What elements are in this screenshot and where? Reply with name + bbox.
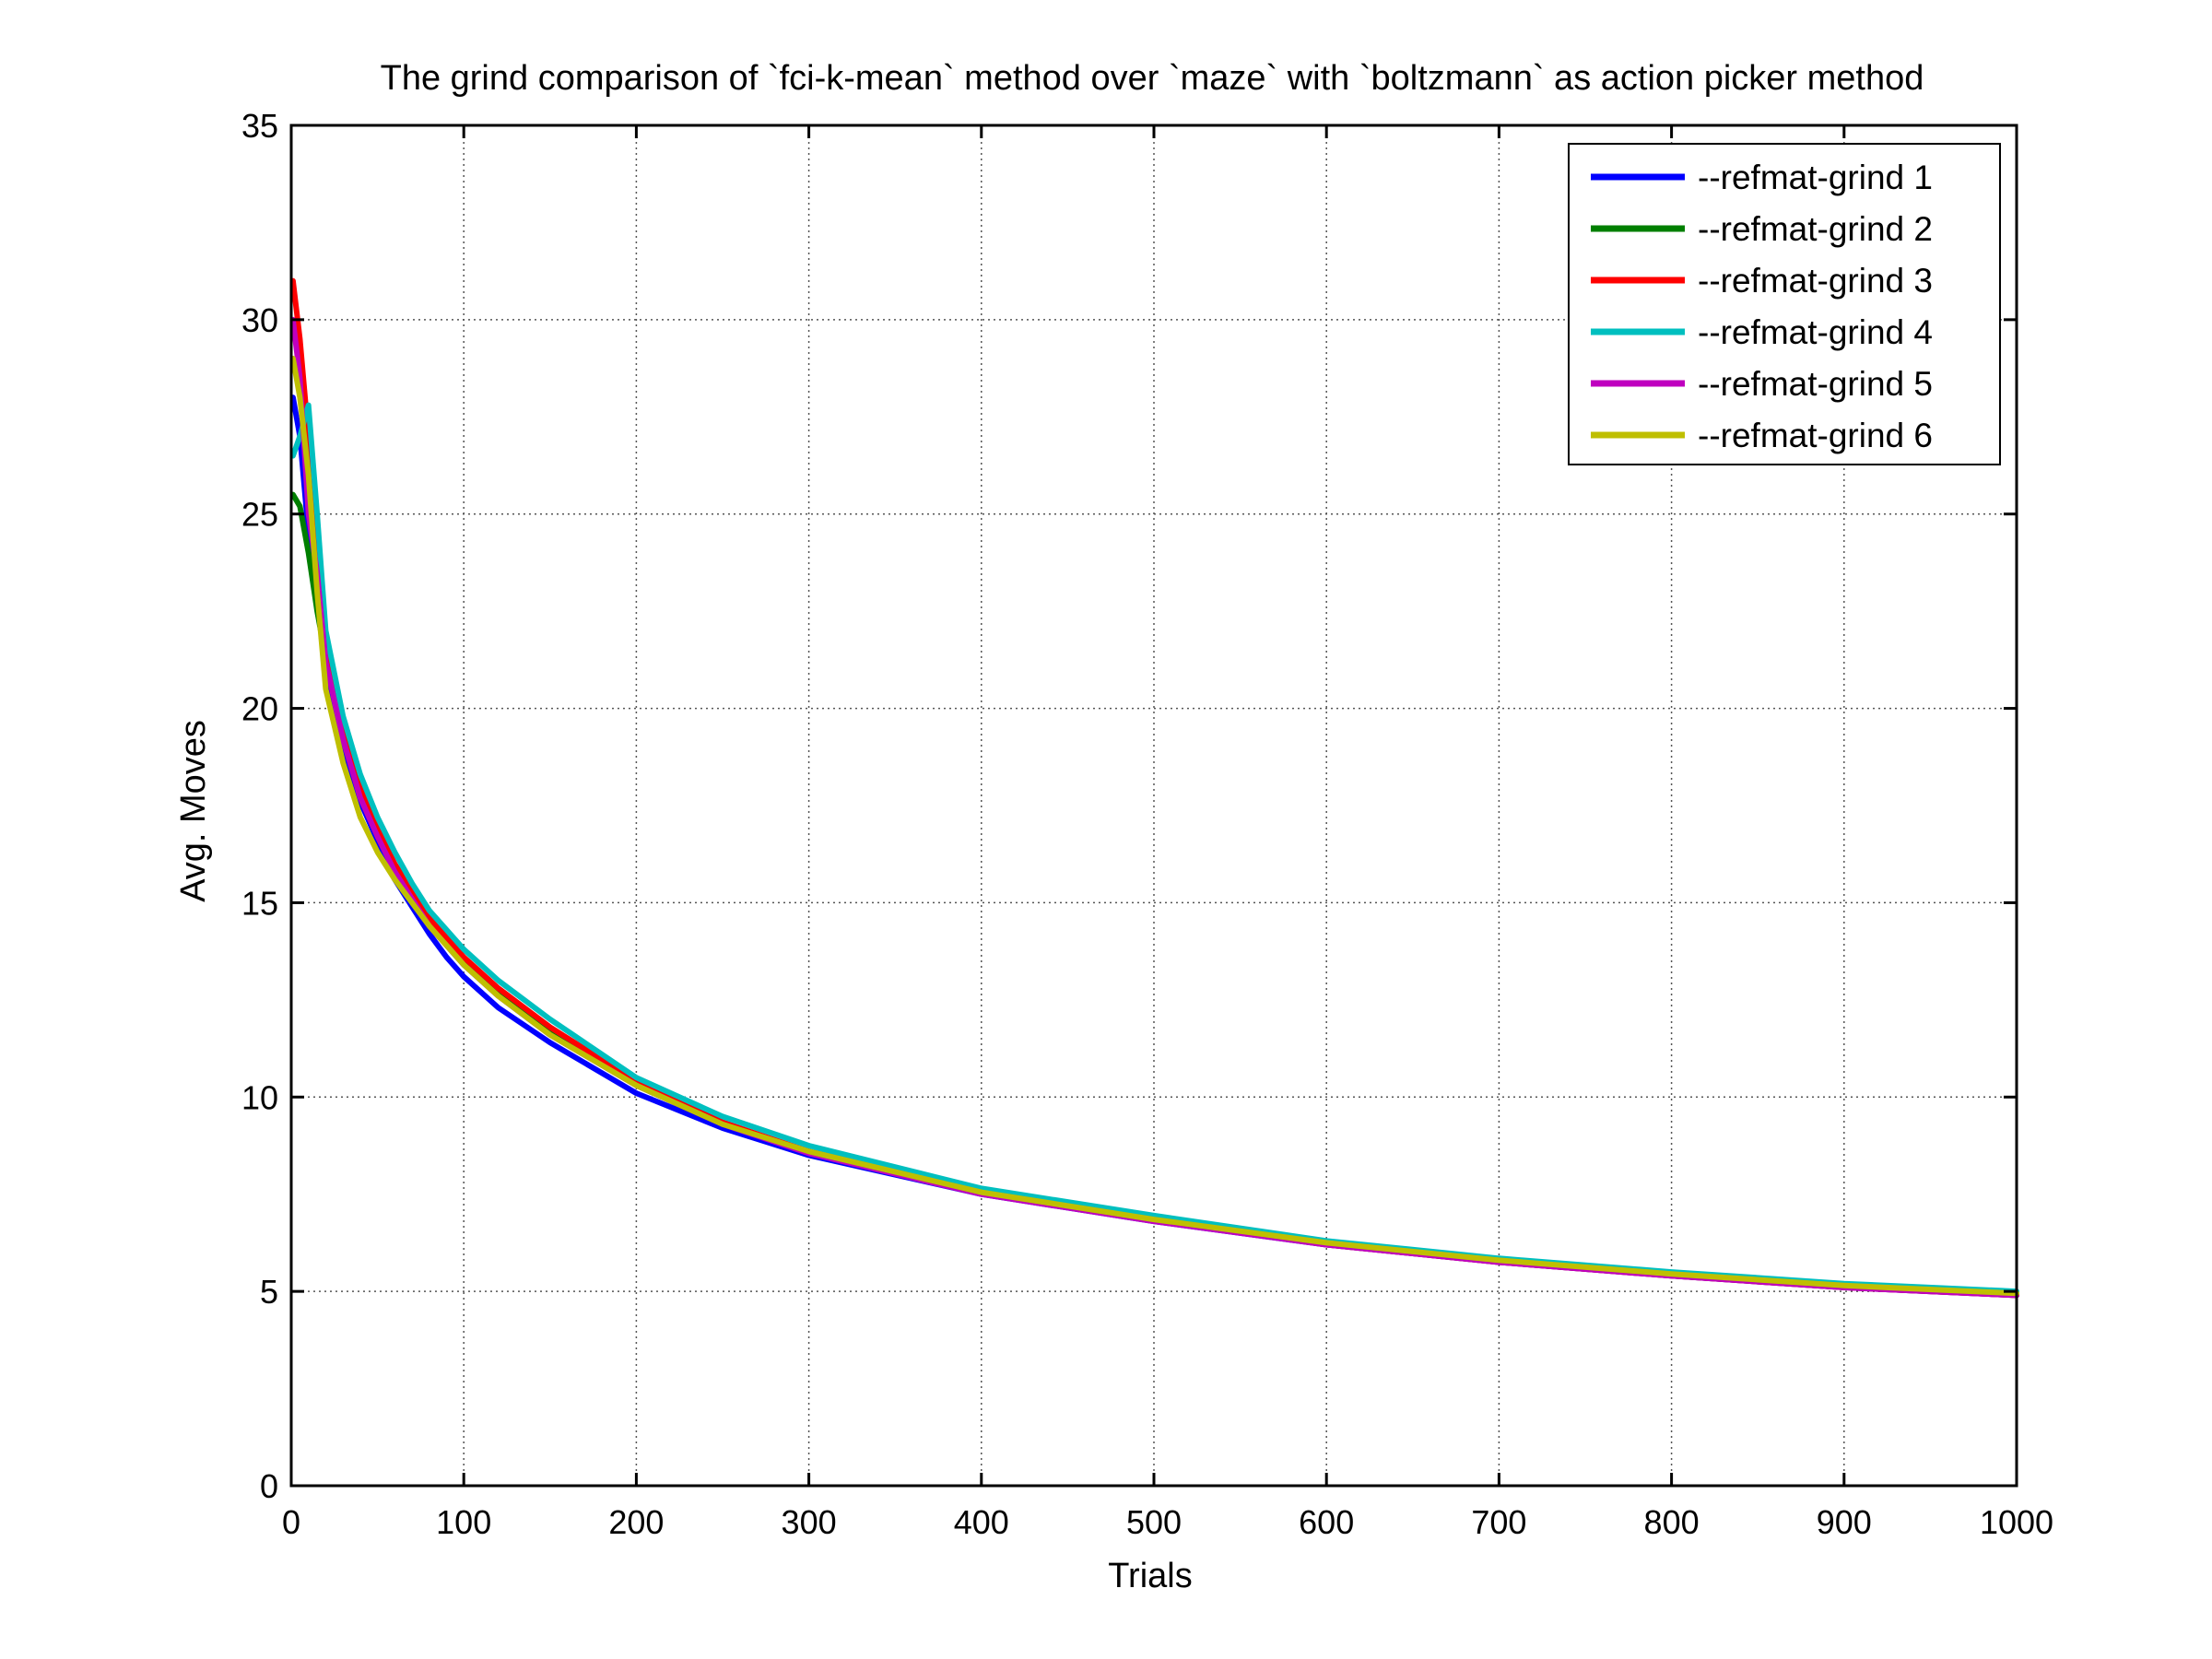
y-tick-label: 35	[241, 107, 278, 145]
y-tick-label: 15	[241, 884, 278, 922]
y-axis-label: Avg. Moves	[174, 720, 213, 902]
y-tick-label: 5	[260, 1273, 278, 1311]
x-tick-label: 600	[1299, 1503, 1354, 1541]
legend: --refmat-grind 1 --refmat-grind 2 --refmat…	[1568, 143, 2001, 465]
x-tick-label: 900	[1817, 1503, 1872, 1541]
legend-label-2: --refmat-grind 2	[1698, 210, 1933, 248]
axis-ticks: 0 100 200 300 400 500 600 700 800 900 1000 0 5 10 15 20…	[241, 107, 2053, 1541]
chart-title: The grind comparison of `fci-k-mean` met…	[381, 59, 1924, 98]
x-tick-label: 200	[608, 1503, 664, 1541]
legend-label-1: --refmat-grind 1	[1698, 159, 1933, 196]
y-tick-label: 30	[241, 301, 278, 339]
series-lines	[289, 277, 2019, 1299]
y-tick-label: 10	[241, 1078, 278, 1116]
x-tick-label: 300	[782, 1503, 837, 1541]
legend-label-4: --refmat-grind 4	[1698, 313, 1933, 351]
legend-label-6: --refmat-grind 6	[1698, 417, 1933, 454]
x-tick-label: 100	[436, 1503, 491, 1541]
legend-box	[1568, 143, 2001, 465]
x-tick-label: 500	[1126, 1503, 1182, 1541]
x-axis-label: Trials	[1108, 1557, 1192, 1595]
legend-label-3: --refmat-grind 3	[1698, 262, 1933, 300]
y-tick-label: 0	[260, 1467, 278, 1505]
x-tick-label: 400	[954, 1503, 1009, 1541]
y-tick-label: 25	[241, 496, 278, 534]
y-tick-label: 20	[241, 690, 278, 728]
series-line-6	[289, 356, 2019, 1297]
x-tick-label: 800	[1644, 1503, 1700, 1541]
x-tick-label: 700	[1471, 1503, 1526, 1541]
x-tick-label: 0	[282, 1503, 300, 1541]
legend-label-5: --refmat-grind 5	[1698, 365, 1933, 403]
x-tick-label: 1000	[1980, 1503, 2053, 1541]
